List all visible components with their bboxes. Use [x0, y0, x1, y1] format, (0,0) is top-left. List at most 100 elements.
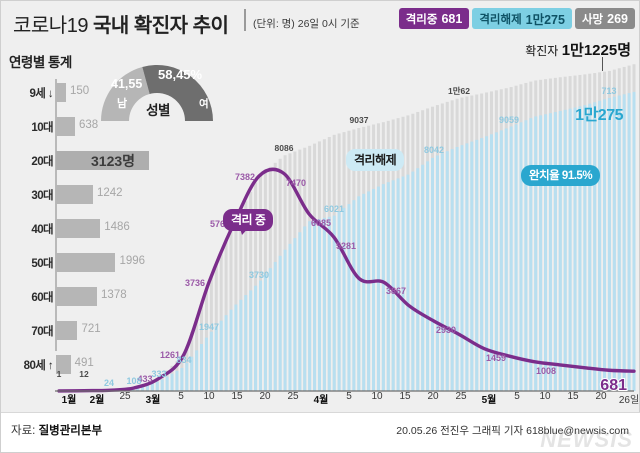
age-row-bar — [56, 117, 75, 136]
x-axis-tick: 4월 — [313, 395, 329, 406]
released-bar — [391, 180, 395, 391]
released-bar — [136, 386, 140, 391]
released-point-label: 6021 — [323, 203, 345, 214]
total-point-label: 9037 — [349, 114, 369, 125]
age-row: 60대 1378 — [9, 281, 159, 315]
x-axis-tick: 20 — [259, 391, 271, 402]
isolation-point-label: 3736 — [184, 278, 206, 289]
released-bar — [160, 379, 164, 391]
released-bar — [180, 367, 184, 391]
gender-donut-svg — [101, 65, 213, 121]
released-bar — [352, 200, 356, 391]
age-row-label: 70대 — [31, 326, 53, 338]
x-axis-tick: 5 — [178, 391, 184, 402]
callout-total-confirmed: 확진자 1만1225명 — [525, 39, 631, 60]
released-bar — [489, 134, 493, 391]
age-row-bar — [56, 83, 66, 102]
header: 코로나19 국내 확진자 추이 (단위: 명) 26일 0시 기준 격리중 68… — [1, 1, 640, 39]
released-bar — [175, 370, 179, 391]
gender-center-label: 성별 — [146, 103, 170, 118]
age-row-value: 3123명 — [91, 153, 136, 169]
isolation-point-label: 6085 — [310, 217, 332, 228]
released-bar — [165, 376, 169, 391]
callout-total-value: 1만1225명 — [561, 42, 631, 59]
x-axis-tick: 26일 — [618, 395, 640, 406]
released-bar — [568, 108, 572, 391]
released-point-label: 713 — [601, 86, 617, 96]
trend-chart-svg — [55, 64, 636, 393]
released-bar — [342, 207, 346, 391]
title-light: 코로나19 — [13, 15, 88, 37]
isolation-point-label: 5281 — [335, 241, 357, 252]
age-panel-title: 연령별 통계 — [9, 55, 72, 70]
isolation-point-label: 7470 — [285, 177, 307, 188]
released-bar — [603, 99, 607, 391]
age-row: 9세 ↓ 150 — [9, 77, 159, 111]
callout-release-pill: 격리해제 — [346, 149, 405, 171]
age-row: 40대 1486 — [9, 213, 159, 247]
released-bar — [219, 320, 223, 391]
age-axis-line — [55, 79, 57, 351]
age-row: 20대 3123명 — [9, 145, 159, 179]
released-bar — [544, 114, 548, 391]
x-axis-tick: 1월 — [61, 395, 77, 406]
age-row-label: 10대 — [31, 122, 53, 134]
age-row: 50대 1996 — [9, 247, 159, 281]
released-bar — [229, 309, 233, 391]
released-bar — [617, 95, 621, 391]
age-row-value: 1378 — [101, 289, 127, 301]
released-bar — [573, 107, 577, 391]
x-axis-tick: 25 — [455, 391, 467, 402]
released-bar — [593, 102, 597, 391]
released-bar — [450, 149, 454, 391]
released-bar — [475, 139, 479, 391]
age-row-bar — [56, 151, 149, 170]
released-bar — [249, 290, 253, 391]
gender-female-percent: 58,45% — [158, 67, 203, 82]
isolation-point-label: 7382 — [234, 172, 256, 183]
x-axis-tick: 15 — [567, 391, 579, 402]
x-axis-tick: 2월 — [89, 395, 105, 406]
age-row-label: 60대 — [31, 292, 53, 304]
released-bar — [583, 105, 587, 392]
page-title: 코로나19 국내 확진자 추이 — [13, 9, 229, 38]
released-bar — [155, 381, 159, 391]
released-bar — [539, 115, 543, 392]
released-bar — [234, 304, 238, 391]
released-bar — [401, 176, 405, 391]
x-axis-tick: 15 — [399, 391, 411, 402]
age-row-value: 1486 — [104, 221, 130, 233]
summary-badges: 격리중 681 격리해제 1만275 사망 269 — [398, 8, 635, 29]
released-point-label: 333 — [151, 369, 167, 380]
x-axis-tick: 15 — [231, 391, 243, 402]
released-bar — [145, 384, 149, 391]
released-bar — [514, 124, 518, 391]
released-bar — [529, 118, 533, 392]
source-note: 자료: 질병관리본부 — [11, 422, 102, 438]
x-axis-tick: 10 — [371, 391, 383, 402]
released-bar — [548, 113, 552, 391]
released-bar — [440, 153, 444, 391]
age-statistics-panel: 연령별 통계 9세 ↓ 150 10대 638 20대 3123명 30대 1242 40대 14… — [9, 51, 159, 374]
released-bar — [480, 138, 484, 391]
total-point-label: 1만62 — [447, 86, 471, 97]
released-bar — [509, 126, 513, 391]
x-axis-tick: 10 — [539, 391, 551, 402]
badge-isolation-value: 681 — [441, 11, 463, 26]
badge-deaths: 사망 269 — [574, 8, 635, 29]
age-row-bar — [56, 321, 78, 340]
x-axis-tick: 3월 — [145, 395, 161, 406]
age-row-bar — [56, 355, 71, 374]
released-bar — [190, 356, 194, 391]
age-row: 80세 ↑ 491 — [9, 349, 159, 383]
total-point-label: 12 — [79, 368, 89, 379]
released-bar — [362, 193, 366, 391]
released-bar — [185, 363, 189, 391]
age-row-bar — [56, 219, 101, 238]
x-axis-tick: 5월 — [481, 395, 497, 406]
age-row-label: 30대 — [31, 190, 53, 202]
age-row-value: 638 — [78, 119, 99, 131]
released-bar — [578, 106, 582, 392]
age-row-bar — [56, 185, 93, 204]
